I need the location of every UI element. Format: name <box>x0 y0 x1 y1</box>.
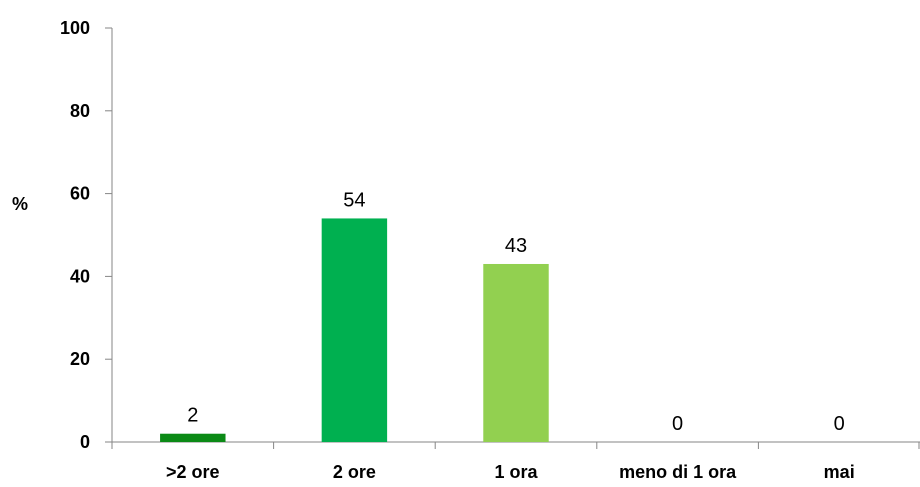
category-label: 2 ore <box>333 462 376 482</box>
category-label: meno di 1 ora <box>619 462 737 482</box>
category-label: >2 ore <box>166 462 220 482</box>
data-label: 0 <box>672 413 683 435</box>
data-labels: 2 54 43 0 0 <box>187 189 845 435</box>
y-tick-label: 40 <box>70 266 90 286</box>
bar <box>483 263 549 442</box>
y-axis-title: % <box>12 194 28 214</box>
data-label: 43 <box>505 235 527 257</box>
bar <box>160 433 226 442</box>
category-label: mai <box>824 462 855 482</box>
bar <box>321 218 388 442</box>
y-tick-label: 20 <box>70 349 90 369</box>
y-axis: 0 20 40 60 80 100 <box>60 18 113 452</box>
category-labels: >2 ore 2 ore 1 ora meno di 1 ora mai <box>166 462 855 482</box>
y-tick-label: 0 <box>80 432 90 452</box>
x-axis <box>111 441 920 449</box>
data-label: 0 <box>834 413 845 435</box>
data-label: 2 <box>187 405 198 427</box>
bars <box>160 218 549 442</box>
y-tick-label: 60 <box>70 184 90 204</box>
y-tick-label: 80 <box>70 101 90 121</box>
y-tick-label: 100 <box>60 18 90 38</box>
category-label: 1 ora <box>494 462 538 482</box>
data-label: 54 <box>343 189 365 211</box>
